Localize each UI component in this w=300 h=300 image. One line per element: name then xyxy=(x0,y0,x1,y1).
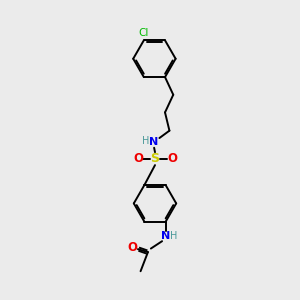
Text: O: O xyxy=(167,152,177,165)
Text: H: H xyxy=(170,231,178,241)
Text: S: S xyxy=(151,152,160,165)
Text: Cl: Cl xyxy=(139,28,149,38)
Text: N: N xyxy=(149,137,159,147)
Text: H: H xyxy=(142,136,149,146)
Text: O: O xyxy=(133,152,143,165)
Text: O: O xyxy=(128,241,138,254)
Text: N: N xyxy=(161,231,170,241)
